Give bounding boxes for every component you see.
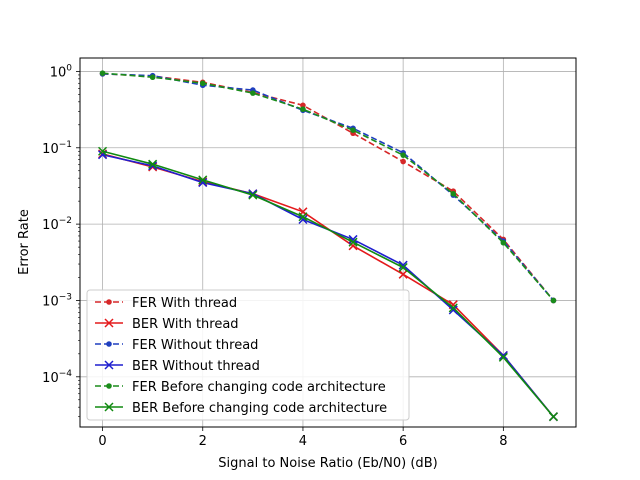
legend-item-1: FER With thread [95,296,237,311]
series-line [102,150,555,418]
plot-area-frame [79,57,577,428]
x-tick-label: 6 [399,434,407,449]
data-point [548,412,558,422]
data-point [448,303,458,313]
legend-marker [104,318,114,328]
legend-label: FER With thread [132,296,237,311]
legend-marker [104,360,114,370]
data-point [300,102,306,109]
data-point [350,127,356,133]
legend-item-2: BER With thread [95,317,239,332]
legend-label: BER With thread [132,317,239,332]
series-line [102,73,555,301]
data-point [398,260,408,270]
data-point [300,106,306,113]
data-point [148,159,158,169]
legend: FER With thread BER With thread FER Withou… [86,289,410,421]
legend-item-3: FER Without thread [95,338,258,353]
y-axis-label: Error Rate [17,209,32,275]
legend-marker [104,402,114,412]
data-point [250,90,256,96]
x-tick-label: 8 [499,434,507,449]
legend-label: FER Before changing code architecture [132,380,386,395]
data-point [298,214,308,225]
series-5 [99,70,557,304]
data-point [99,70,106,76]
data-point [448,305,458,315]
y-tick-label: 10−3 [42,292,72,309]
data-point [498,352,508,362]
data-point [298,212,308,222]
legend-label: FER Without thread [132,338,258,353]
data-point [400,158,406,165]
data-point [498,350,508,361]
x-tick-label: 0 [98,434,106,449]
data-point [500,239,507,246]
data-point [450,190,457,197]
y-tick-label: 10−1 [42,140,72,157]
series-6 [98,146,558,422]
legend-item-4: BER Without thread [95,359,260,374]
data-point [198,175,208,185]
legend-item-5: FER Before changing code architecture [95,380,386,395]
data-point [400,152,406,158]
y-tick-label: 100 [50,63,73,80]
legend-box [86,289,410,421]
y-tick-label: 10−2 [42,216,72,233]
series-line [102,72,555,301]
data-point [398,263,408,273]
x-tick-label: 2 [199,434,207,449]
axis-ticks: 0 2 4 6 8 100 10−1 10−2 10−3 10−4 [42,63,507,449]
data-point [98,146,108,156]
x-axis-label: Signal to Noise Ratio (Eb/N0) (dB) [218,456,437,471]
x-tick-label: 4 [299,434,307,449]
data-point [398,269,408,279]
data-point [199,80,206,87]
data-point [248,190,258,200]
y-tick-label: 10−4 [42,369,72,386]
legend-marker [106,341,112,347]
legend-label: BER Before changing code architecture [132,401,387,416]
data-point [550,297,557,304]
legend-marker [106,383,112,389]
plot-series [98,70,558,422]
legend-marker [106,299,112,305]
data-point [149,74,156,81]
data-point [348,234,358,244]
data-point [348,237,358,247]
legend-item-6: BER Before changing code architecture [95,401,387,416]
legend-label: BER Without thread [132,359,260,374]
